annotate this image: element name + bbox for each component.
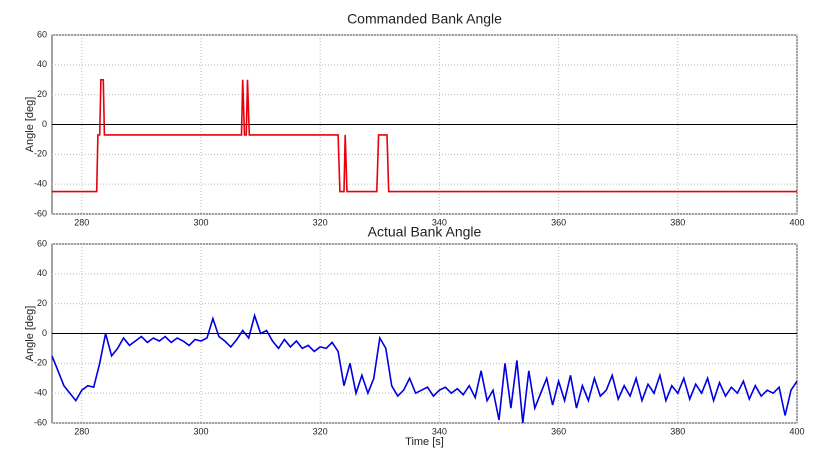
chart-title: Commanded Bank Angle <box>347 11 502 27</box>
y-tick-label: -20 <box>34 149 47 159</box>
x-axis-label: Time [s] <box>405 436 444 448</box>
y-tick-label: -40 <box>34 388 47 398</box>
data-line <box>52 79 797 193</box>
y-tick-label: 0 <box>42 328 47 338</box>
y-tick-label: 20 <box>37 298 47 308</box>
x-tick-label: 300 <box>193 426 208 436</box>
y-tick-label: 40 <box>37 59 47 69</box>
x-tick-label: 400 <box>789 426 804 436</box>
x-tick-label: 340 <box>432 217 447 227</box>
x-tick-label: 360 <box>551 426 566 436</box>
y-axis-label: Angle [deg] <box>24 97 36 153</box>
y-tick-label: -60 <box>34 417 47 427</box>
y-tick-label: -40 <box>34 179 47 189</box>
y-tick-label: -60 <box>34 208 47 218</box>
y-tick-label: 60 <box>37 29 47 39</box>
chart-title: Actual Bank Angle <box>368 224 482 240</box>
x-tick-label: 380 <box>670 217 685 227</box>
y-tick-label: -20 <box>34 358 47 368</box>
x-tick-label: 340 <box>432 426 447 436</box>
x-tick-label: 400 <box>789 217 804 227</box>
x-tick-label: 380 <box>670 426 685 436</box>
y-tick-label: 60 <box>37 238 47 248</box>
y-tick-label: 20 <box>37 89 47 99</box>
x-tick-label: 320 <box>313 426 328 436</box>
x-tick-label: 360 <box>551 217 566 227</box>
x-tick-label: 280 <box>74 217 89 227</box>
x-tick-label: 280 <box>74 426 89 436</box>
y-tick-label: 40 <box>37 268 47 278</box>
data-line <box>51 312 798 424</box>
y-tick-label: 0 <box>42 119 47 129</box>
x-tick-label: 320 <box>313 217 328 227</box>
y-axis-label: Angle [deg] <box>24 306 36 362</box>
x-tick-label: 300 <box>193 217 208 227</box>
